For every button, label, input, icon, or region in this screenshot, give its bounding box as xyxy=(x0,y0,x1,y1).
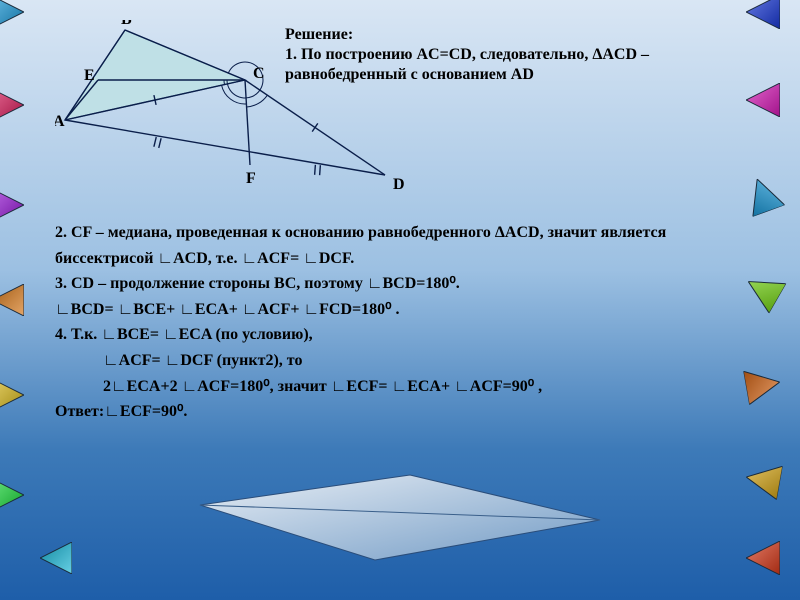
solution-step-2: 2. CF – медиана, проведенная к основанию… xyxy=(55,220,715,271)
deco-triangle xyxy=(0,89,24,121)
tick-marks xyxy=(154,95,320,175)
slide-content: A B C D E F Решение: 1. По построению AC=CD, … xyxy=(10,20,790,590)
deco-triangle xyxy=(40,542,72,574)
decorative-quad xyxy=(190,465,610,575)
deco-triangle xyxy=(0,284,24,316)
deco-triangle xyxy=(743,460,782,499)
solution-step-3b: ∟BCD= ∟BCE+ ∟ECA+ ∟ACF+ ∟FCD=180⁰ . xyxy=(55,297,715,323)
deco-triangle xyxy=(746,0,780,29)
solution-title: Решение: xyxy=(285,25,705,45)
svg-text:D: D xyxy=(393,176,405,193)
svg-text:B: B xyxy=(121,20,132,28)
deco-triangle xyxy=(746,541,780,575)
solution-step-4a: 4. Т.к. ∟BCE= ∟ECA (по условию), xyxy=(55,322,715,348)
solution-answer: Ответ:∟ECF=90⁰. xyxy=(55,399,715,425)
deco-triangle xyxy=(0,189,24,221)
deco-triangle xyxy=(0,0,24,28)
svg-text:F: F xyxy=(246,170,256,187)
solution-top: Решение: 1. По построению AC=CD, следова… xyxy=(285,25,705,85)
deco-triangle xyxy=(0,379,24,411)
solution-step-4c: 2∟ECA+2 ∟ACF=180⁰, значит ∟ECF= ∟ECA+ ∟A… xyxy=(55,374,715,400)
deco-triangle xyxy=(743,365,782,404)
svg-text:E: E xyxy=(84,67,95,84)
svg-text:A: A xyxy=(55,113,65,130)
solution-step-3a: 3. CD – продолжение стороны BC, поэтому … xyxy=(55,271,715,297)
deco-triangle xyxy=(746,83,780,117)
solution-step-1: 1. По построению AC=CD, следовательно, Δ… xyxy=(285,45,705,85)
solution-bottom: 2. CF – медиана, проведенная к основанию… xyxy=(55,220,715,425)
svg-text:C: C xyxy=(253,65,265,82)
solution-step-4b: ∟ACF= ∟DCF (пункт2), то xyxy=(55,348,715,374)
deco-triangle xyxy=(0,479,24,511)
